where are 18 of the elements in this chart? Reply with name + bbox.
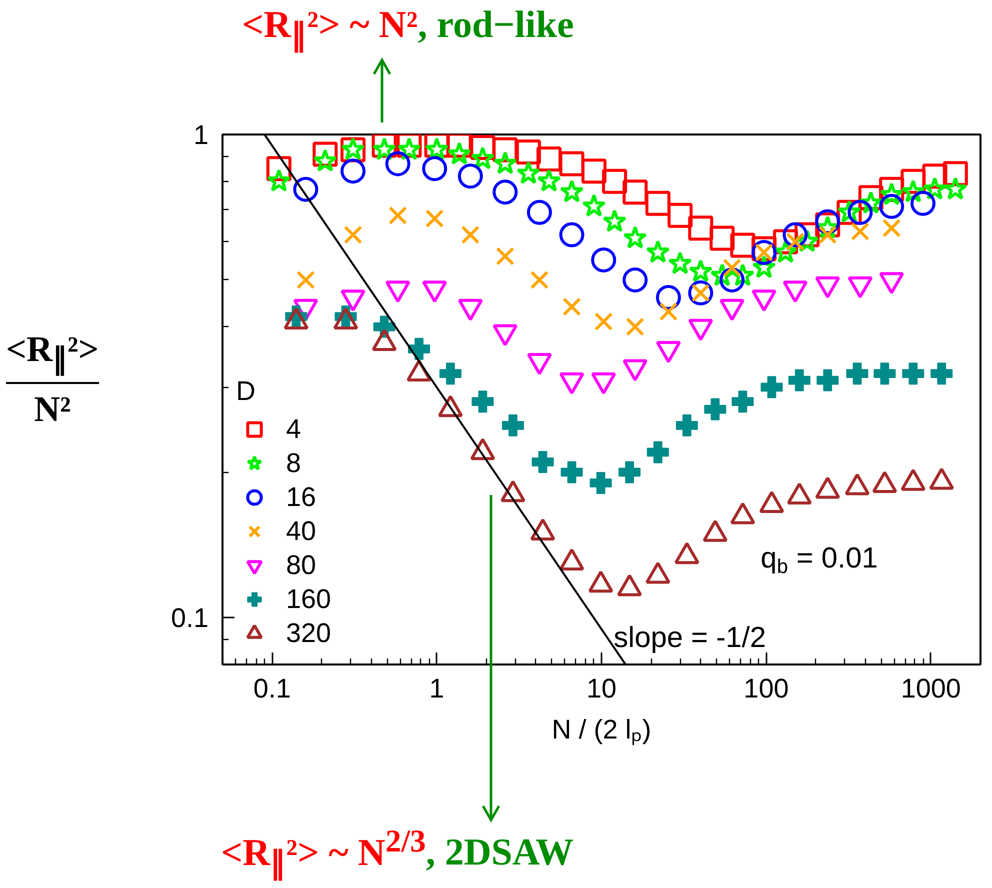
x-tick-label: 1: [429, 674, 444, 704]
legend-label: 320: [286, 616, 332, 650]
legend-label: 4: [286, 412, 302, 446]
legend-label: 8: [286, 446, 302, 480]
x-tick-label: 10: [586, 674, 617, 704]
x-tick-label: 1000: [900, 674, 961, 704]
x-tick-label: 0.1: [253, 674, 291, 704]
y-axis-title: <R$_{∥}$²> N²: [6, 328, 99, 432]
annotation: slope = -1/2: [614, 622, 766, 654]
x-tick-label: 100: [744, 674, 789, 704]
legend-label: 40: [286, 514, 316, 548]
text: <R$_{∥}$²> ~ N², rod−like: [242, 4, 574, 53]
legend-label: 16: [286, 480, 316, 514]
x-axis-title: N / (2 lₚ): [552, 714, 652, 746]
legend-label: 80: [286, 548, 316, 582]
legend-label: 160: [286, 582, 332, 616]
legend-title: D: [236, 376, 256, 407]
text: <R$_{∥}$²> ~ N$^{2/3}$, 2DSAW: [221, 823, 574, 880]
